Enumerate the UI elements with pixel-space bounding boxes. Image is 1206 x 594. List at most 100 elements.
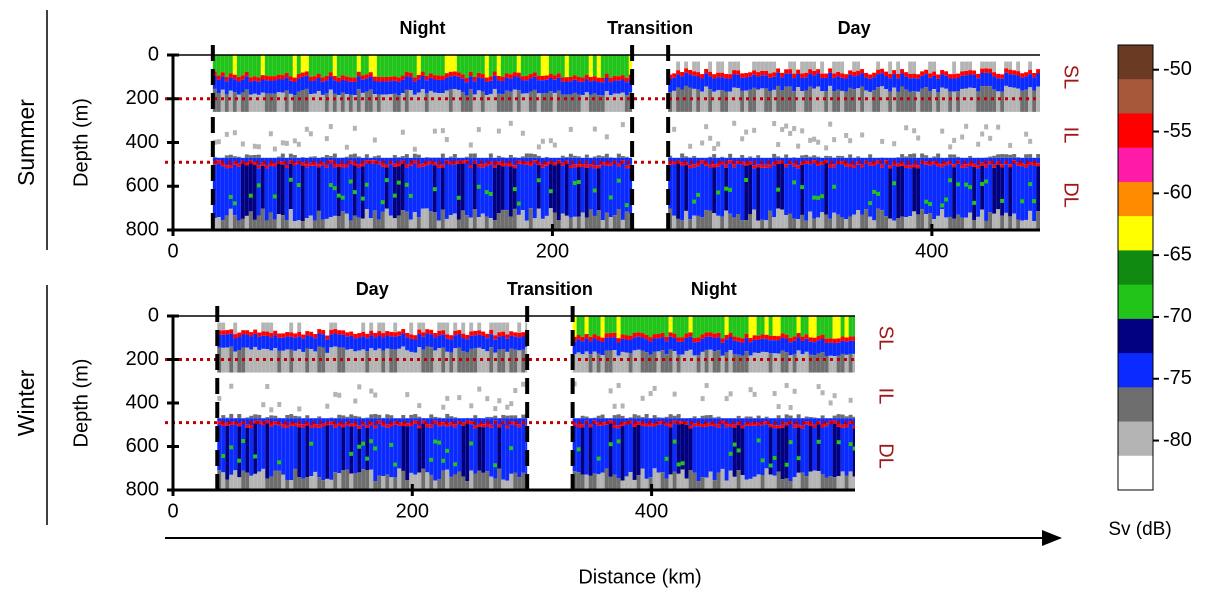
echo-cell (237, 95, 241, 112)
echo-cell (221, 454, 225, 458)
echo-cell (964, 164, 968, 167)
echo-cell (325, 404, 329, 409)
echo-cell (361, 75, 365, 79)
echo-cell (405, 168, 409, 212)
echo-cell (816, 140, 820, 145)
echo-cell (481, 78, 485, 91)
echo-cell (968, 70, 972, 74)
echo-cell (709, 316, 713, 332)
echo-cell (757, 474, 761, 490)
echo-cell (429, 414, 433, 418)
echo-cell (800, 91, 804, 112)
echo-cell (613, 428, 617, 474)
echo-cell (345, 94, 349, 112)
echo-cell (229, 73, 233, 77)
echo-cell (361, 55, 365, 75)
echo-cell (245, 330, 249, 334)
echo-cell (233, 338, 237, 351)
echo-cell (856, 156, 860, 157)
echo-cell (361, 323, 365, 332)
echo-cell (1028, 74, 1032, 87)
echo-cell (525, 93, 529, 112)
echo-cell (301, 163, 305, 166)
echo-cell (253, 144, 257, 149)
echo-cell (333, 164, 337, 167)
echo-cell (684, 156, 688, 158)
echo-cell (601, 338, 605, 342)
echo-cell (549, 55, 553, 74)
echo-cell (413, 418, 417, 420)
echo-cell (217, 158, 221, 160)
echo-cell (748, 77, 752, 90)
echo-cell (297, 183, 301, 187)
echo-cell (884, 62, 888, 72)
echo-cell (417, 425, 421, 428)
echo-cell (772, 121, 776, 126)
echo-cell (789, 405, 793, 410)
echo-cell (804, 62, 808, 73)
echo-cell (716, 216, 720, 230)
echo-cell (752, 62, 756, 71)
echo-cell (832, 137, 836, 142)
echo-cell (449, 477, 453, 490)
echo-cell (824, 62, 828, 74)
echo-cell (417, 323, 421, 330)
echo-cell (433, 337, 437, 350)
echo-cell (317, 167, 321, 211)
echo-cell (437, 76, 441, 80)
echo-cell (577, 335, 581, 339)
echo-cell (760, 220, 764, 230)
echo-cell (976, 91, 980, 111)
echo-cell (629, 336, 633, 340)
echo-cell (617, 164, 621, 167)
echo-cell (773, 336, 777, 340)
echo-cell (844, 92, 848, 112)
echo-cell (757, 353, 761, 373)
echo-cell (401, 333, 405, 346)
echo-cell (613, 215, 617, 230)
echo-cell (241, 335, 245, 348)
echo-cell (689, 350, 693, 373)
echo-cell (840, 164, 844, 217)
echo-cell (577, 81, 581, 94)
echo-cell (533, 90, 537, 112)
echo-cell (329, 217, 333, 230)
echo-cell (785, 352, 789, 373)
echo-cell (992, 72, 996, 76)
echo-cell (473, 55, 477, 77)
echo-cell (845, 337, 849, 341)
echo-cell (509, 336, 513, 349)
echo-cell (257, 155, 261, 158)
echo-cell (417, 155, 421, 158)
echo-cell (457, 55, 461, 72)
echo-cell (785, 414, 789, 418)
echo-cell (565, 77, 569, 81)
echo-cell (708, 76, 712, 89)
echo-cell (317, 78, 321, 91)
echo-cell (940, 62, 944, 70)
echo-cell (605, 154, 609, 158)
echo-cell (321, 165, 325, 219)
echo-cell (677, 316, 681, 337)
echo-cell (741, 426, 745, 429)
echo-cell (233, 75, 237, 79)
echo-cell (449, 165, 453, 215)
echo-cell (229, 91, 233, 112)
echo-cell (521, 350, 525, 373)
echo-cell (825, 316, 829, 339)
echo-cell (237, 350, 241, 373)
echo-cell (465, 55, 469, 78)
echo-cell (720, 157, 724, 158)
echo-cell (361, 93, 365, 112)
echo-cell (313, 156, 317, 158)
echo-cell (281, 165, 285, 216)
echo-cell (269, 213, 273, 230)
echo-cell (489, 330, 493, 334)
echo-cell (217, 160, 221, 163)
echo-cell (421, 55, 425, 72)
echo-cell (605, 134, 609, 139)
echo-cell (696, 76, 700, 89)
echo-cell (828, 73, 832, 86)
echo-cell (325, 336, 329, 340)
echo-cell (273, 55, 277, 76)
